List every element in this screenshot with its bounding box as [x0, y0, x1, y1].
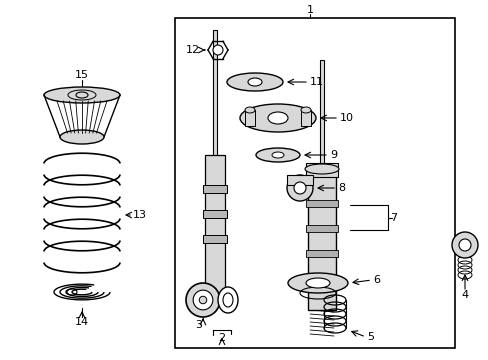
Bar [301, 110, 310, 126]
Ellipse shape [226, 73, 283, 91]
Ellipse shape [185, 283, 220, 317]
Text: 10: 10 [339, 113, 353, 123]
Ellipse shape [267, 112, 287, 124]
Bar [204, 155, 224, 300]
Text: 2: 2 [218, 333, 225, 343]
Ellipse shape [286, 175, 312, 201]
Ellipse shape [76, 92, 88, 98]
Ellipse shape [287, 273, 347, 293]
Ellipse shape [240, 104, 315, 132]
Ellipse shape [60, 130, 104, 144]
Text: 3: 3 [195, 320, 202, 330]
Ellipse shape [247, 78, 262, 86]
Ellipse shape [451, 232, 477, 258]
Ellipse shape [301, 107, 310, 113]
Ellipse shape [213, 45, 223, 55]
Text: 14: 14 [75, 317, 89, 327]
Text: 15: 15 [75, 70, 89, 80]
Text: 6: 6 [372, 275, 379, 285]
Bar [175, 18, 454, 348]
Text: 12: 12 [185, 45, 200, 55]
Bar [305, 163, 337, 177]
Text: 7: 7 [389, 213, 396, 223]
Ellipse shape [256, 148, 299, 162]
Bar [213, 30, 217, 160]
Bar [307, 175, 335, 310]
Ellipse shape [244, 107, 254, 113]
Ellipse shape [199, 296, 206, 304]
Bar [305, 200, 337, 207]
Ellipse shape [44, 87, 120, 103]
Bar [203, 235, 226, 243]
Bar [244, 110, 254, 126]
Ellipse shape [218, 287, 238, 313]
Ellipse shape [204, 295, 224, 305]
Text: 11: 11 [309, 77, 324, 87]
Ellipse shape [458, 239, 470, 251]
Ellipse shape [305, 278, 329, 288]
Bar [319, 60, 324, 180]
Bar [286, 175, 312, 185]
Text: 5: 5 [366, 332, 373, 342]
Ellipse shape [293, 182, 305, 194]
Text: 8: 8 [337, 183, 345, 193]
Bar [203, 210, 226, 218]
Ellipse shape [305, 164, 338, 174]
Bar [203, 185, 226, 193]
Ellipse shape [193, 290, 212, 310]
Text: 13: 13 [133, 210, 147, 220]
Bar [305, 225, 337, 232]
Ellipse shape [271, 152, 284, 158]
Text: 9: 9 [329, 150, 336, 160]
Text: 1: 1 [306, 5, 313, 15]
Bar [305, 250, 337, 257]
Text: 4: 4 [461, 290, 468, 300]
